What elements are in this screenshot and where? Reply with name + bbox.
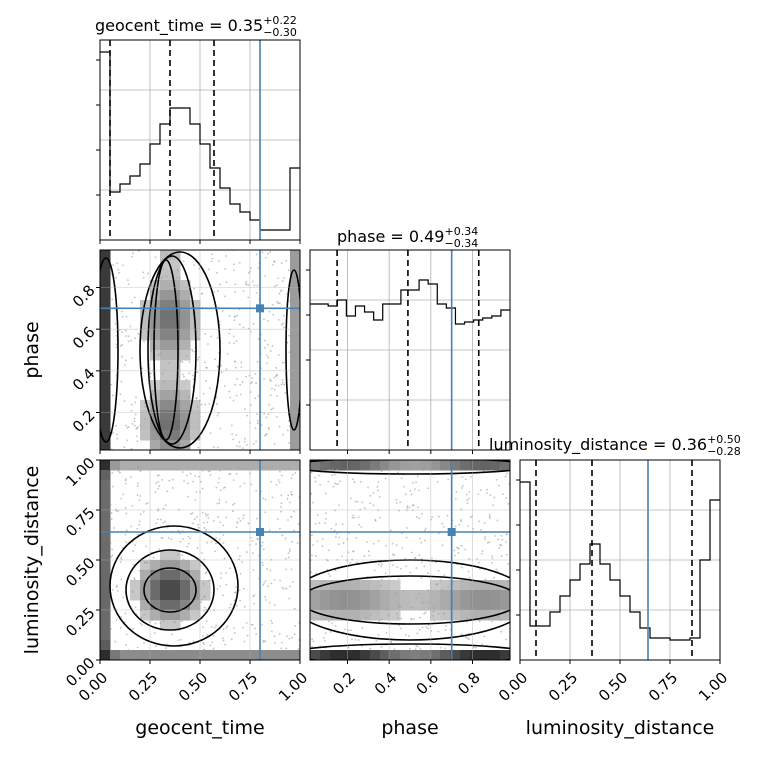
panel-phase-vs-luminosity_distance bbox=[309, 459, 511, 661]
contour-3 bbox=[100, 257, 119, 443]
ytick-label-luminosity_distance-4: 1.00 bbox=[62, 454, 98, 490]
ylabel-phase: phase bbox=[21, 321, 43, 378]
truth-marker bbox=[256, 304, 264, 313]
axis-labels: geocent_time phase luminosity_distance p… bbox=[21, 321, 714, 739]
contour-1 bbox=[125, 549, 215, 631]
truth-marker bbox=[256, 528, 264, 536]
xlabel-geocent-time: geocent_time bbox=[135, 717, 264, 739]
xtick-label-luminosity_distance-2: 0.50 bbox=[595, 669, 631, 705]
contour-3 bbox=[310, 460, 510, 475]
contour-0 bbox=[153, 259, 179, 441]
ytick-label-phase-2: 0.6 bbox=[69, 323, 99, 353]
xtick-label-geocent_time-2: 0.50 bbox=[175, 669, 211, 705]
xtick-label-phase-2: 0.6 bbox=[413, 669, 443, 699]
panel-geocent_time-vs-phase bbox=[99, 249, 301, 451]
contour-1 bbox=[310, 575, 510, 625]
ytick-label-luminosity_distance-2: 0.50 bbox=[62, 554, 98, 590]
ytick-label-phase-0: 0.2 bbox=[69, 406, 99, 436]
plot-panels: 0.00 0.25 0.50 0.75 1.00 0.2 0.4 0.6 0.8 0.00 0.25… bbox=[62, 39, 731, 705]
xtick-label-luminosity_distance-4: 1.00 bbox=[695, 669, 731, 705]
title-phase: phase = 0.49+0.34 −0.34 bbox=[337, 225, 478, 250]
hist-panel-geocent_time bbox=[96, 39, 301, 241]
contour-2 bbox=[139, 251, 221, 449]
ytick-label-phase-3: 0.8 bbox=[69, 281, 99, 311]
ylabel-luminosity-distance: luminosity_distance bbox=[21, 466, 43, 655]
panel-content bbox=[310, 460, 510, 660]
xlabel-phase: phase bbox=[381, 717, 438, 739]
xtick-label-phase-1: 0.4 bbox=[371, 669, 401, 699]
xtick-label-phase-0: 0.2 bbox=[329, 669, 359, 699]
frame bbox=[309, 459, 511, 661]
panel-content bbox=[100, 460, 300, 660]
truth-marker bbox=[447, 528, 456, 536]
xtick-label-geocent_time-4: 1.00 bbox=[275, 669, 311, 705]
ytick-label-phase-1: 0.4 bbox=[69, 365, 99, 395]
hist-panel-luminosity_distance bbox=[516, 459, 721, 661]
contour-0 bbox=[310, 643, 510, 660]
xtick-label-luminosity_distance-3: 0.75 bbox=[645, 669, 681, 705]
panel-titles: geocent_time = 0.35+0.22 −0.30 phase = 0.… bbox=[95, 14, 741, 458]
panel-geocent_time-vs-luminosity_distance bbox=[99, 459, 301, 661]
ytick-label-luminosity_distance-3: 0.75 bbox=[62, 504, 98, 540]
title-geocent-time: geocent_time = 0.35+0.22 −0.30 bbox=[95, 14, 297, 39]
xlabel-luminosity-distance: luminosity_distance bbox=[526, 717, 715, 739]
hist-step-luminosity_distance bbox=[520, 481, 720, 641]
hist-panel-phase bbox=[306, 249, 511, 451]
title-luminosity-distance: luminosity_distance = 0.36+0.50 −0.28 bbox=[489, 433, 741, 458]
contour-1 bbox=[147, 255, 197, 445]
xtick-label-luminosity_distance-0: 0.00 bbox=[495, 669, 531, 705]
xtick-label-phase-3: 0.8 bbox=[454, 669, 484, 699]
xtick-label-geocent_time-1: 0.25 bbox=[125, 669, 161, 705]
frame bbox=[309, 249, 511, 451]
contour-0 bbox=[143, 567, 197, 613]
ytick-label-luminosity_distance-1: 0.25 bbox=[62, 604, 98, 640]
xtick-label-geocent_time-3: 0.75 bbox=[225, 669, 261, 705]
panel-content bbox=[100, 250, 300, 450]
hist-step-phase bbox=[310, 279, 510, 325]
contour-2 bbox=[109, 525, 239, 647]
contour-4 bbox=[285, 269, 300, 431]
xtick-label-luminosity_distance-1: 0.25 bbox=[545, 669, 581, 705]
